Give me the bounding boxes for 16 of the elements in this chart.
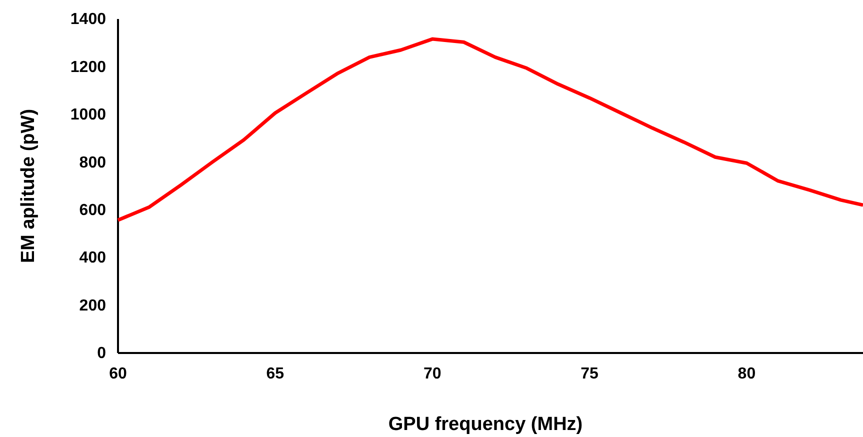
y-axis-title: EM aplitude (pW) bbox=[18, 108, 39, 264]
x-tick-label: 60 bbox=[109, 365, 127, 382]
y-tick-label: 800 bbox=[79, 154, 106, 172]
x-tick-label: 75 bbox=[580, 365, 599, 382]
y-tick-label: 1400 bbox=[70, 11, 106, 28]
line-series bbox=[116, 37, 863, 222]
y-tick-label: 200 bbox=[79, 297, 106, 314]
x-axis-title: GPU frequency (MHz) bbox=[388, 414, 583, 435]
y-tick-label: 1000 bbox=[70, 106, 106, 124]
x-tick-label: 80 bbox=[738, 365, 756, 382]
x-tick-label: 70 bbox=[423, 365, 442, 382]
y-tick-label: 400 bbox=[79, 250, 106, 267]
y-tick-label: 1200 bbox=[70, 58, 106, 76]
y-tick-label: 600 bbox=[79, 202, 106, 219]
x-tick-label: 65 bbox=[266, 365, 284, 382]
y-tick-label: 0 bbox=[97, 345, 106, 362]
